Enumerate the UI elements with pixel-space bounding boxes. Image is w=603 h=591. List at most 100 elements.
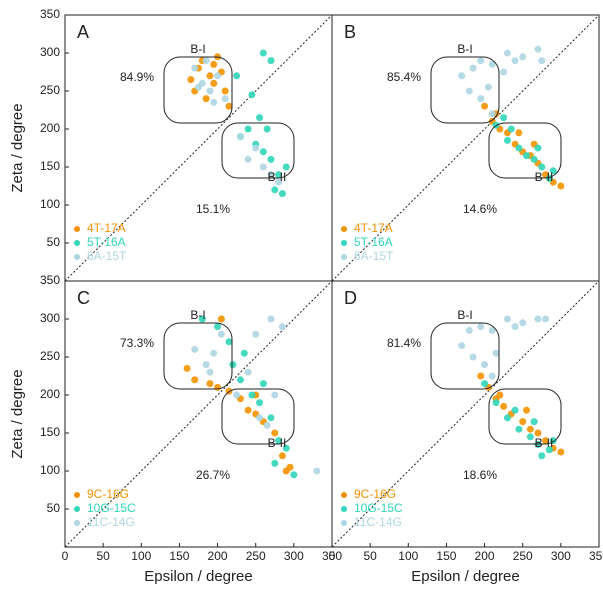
point bbox=[191, 64, 199, 72]
point bbox=[500, 114, 508, 122]
point bbox=[259, 380, 267, 388]
point bbox=[252, 144, 260, 152]
legend-label: 6A-15T bbox=[354, 249, 394, 263]
y-tick-label: 300 bbox=[40, 45, 60, 59]
point bbox=[500, 68, 508, 76]
point bbox=[557, 448, 565, 456]
x-tick-label: 100 bbox=[131, 549, 151, 563]
point bbox=[503, 414, 511, 422]
annotation: B-I bbox=[457, 42, 472, 56]
point bbox=[271, 459, 279, 467]
point bbox=[458, 72, 466, 80]
annotation: 15.1% bbox=[196, 202, 230, 216]
point bbox=[259, 163, 267, 171]
point bbox=[244, 368, 252, 376]
annotation: 73.3% bbox=[120, 336, 154, 350]
x-axis-label: Epsilon / degree bbox=[411, 568, 519, 585]
y-tick-label: 300 bbox=[40, 311, 60, 325]
legend-marker bbox=[341, 254, 347, 260]
point bbox=[526, 425, 534, 433]
y-tick-label: 200 bbox=[40, 121, 60, 135]
diagonal bbox=[64, 280, 333, 548]
region-b-i bbox=[430, 56, 500, 124]
legend-label: 5T-16A bbox=[87, 235, 126, 249]
point bbox=[229, 361, 237, 369]
point bbox=[217, 330, 225, 338]
y-axis-label: Zeta / degree bbox=[9, 369, 26, 458]
point bbox=[515, 144, 523, 152]
point bbox=[275, 178, 283, 186]
y-tick-label: 250 bbox=[40, 349, 60, 363]
panel-label: B bbox=[344, 22, 356, 42]
point bbox=[534, 45, 542, 53]
point bbox=[263, 125, 271, 133]
point bbox=[214, 323, 222, 331]
region-b-i bbox=[430, 322, 500, 390]
x-tick-label: 0 bbox=[329, 549, 336, 563]
annotation: 81.4% bbox=[387, 336, 421, 350]
legend-marker bbox=[74, 506, 80, 512]
annotation: B-II bbox=[535, 170, 554, 184]
legend-label: 11C-14G bbox=[354, 515, 402, 529]
point bbox=[256, 414, 264, 422]
point bbox=[198, 315, 206, 323]
y-tick-label: 150 bbox=[40, 425, 60, 439]
point bbox=[244, 125, 252, 133]
point bbox=[469, 64, 477, 72]
annotation: B-I bbox=[190, 42, 205, 56]
point bbox=[267, 57, 275, 65]
point bbox=[282, 163, 290, 171]
point bbox=[191, 376, 199, 384]
legend-label: 9C-16G bbox=[87, 487, 129, 501]
y-tick-label: 350 bbox=[40, 273, 60, 287]
x-tick-label: 150 bbox=[169, 549, 189, 563]
point bbox=[545, 446, 553, 454]
point bbox=[282, 444, 290, 452]
x-tick-label: 200 bbox=[208, 549, 228, 563]
point bbox=[503, 49, 511, 57]
point bbox=[488, 372, 496, 380]
legend-marker bbox=[74, 240, 80, 246]
point bbox=[282, 467, 290, 475]
point bbox=[187, 76, 195, 84]
region-b-ii bbox=[221, 122, 295, 179]
point bbox=[210, 79, 218, 87]
point bbox=[492, 349, 500, 357]
x-tick-label: 250 bbox=[513, 549, 533, 563]
point bbox=[252, 330, 260, 338]
y-tick-label: 50 bbox=[47, 501, 61, 515]
y-tick-label: 150 bbox=[40, 159, 60, 173]
point bbox=[210, 98, 218, 106]
point bbox=[206, 72, 214, 80]
point bbox=[202, 361, 210, 369]
point bbox=[271, 391, 279, 399]
point bbox=[256, 399, 264, 407]
legend-label: 10G-15C bbox=[354, 501, 403, 515]
diagonal bbox=[331, 280, 600, 548]
point bbox=[477, 57, 485, 65]
point bbox=[259, 49, 267, 57]
point bbox=[236, 133, 244, 141]
region-b-ii bbox=[221, 388, 295, 445]
point bbox=[275, 437, 283, 445]
point bbox=[206, 368, 214, 376]
legend-label: 4T-17A bbox=[87, 221, 126, 235]
point bbox=[214, 383, 222, 391]
point bbox=[519, 319, 527, 327]
legend-label: 5T-16A bbox=[354, 235, 393, 249]
point bbox=[542, 437, 550, 445]
legend-marker bbox=[341, 492, 347, 498]
point bbox=[481, 102, 489, 110]
point bbox=[221, 87, 229, 95]
annotation: 14.6% bbox=[463, 202, 497, 216]
x-tick-label: 50 bbox=[96, 549, 110, 563]
point bbox=[244, 406, 252, 414]
point bbox=[267, 171, 275, 179]
annotation: B-I bbox=[190, 308, 205, 322]
point bbox=[477, 323, 485, 331]
x-tick-label: 250 bbox=[246, 549, 266, 563]
diagonal bbox=[331, 14, 600, 282]
annotation: B-II bbox=[268, 170, 287, 184]
annotation: 85.4% bbox=[387, 70, 421, 84]
point bbox=[488, 110, 496, 118]
